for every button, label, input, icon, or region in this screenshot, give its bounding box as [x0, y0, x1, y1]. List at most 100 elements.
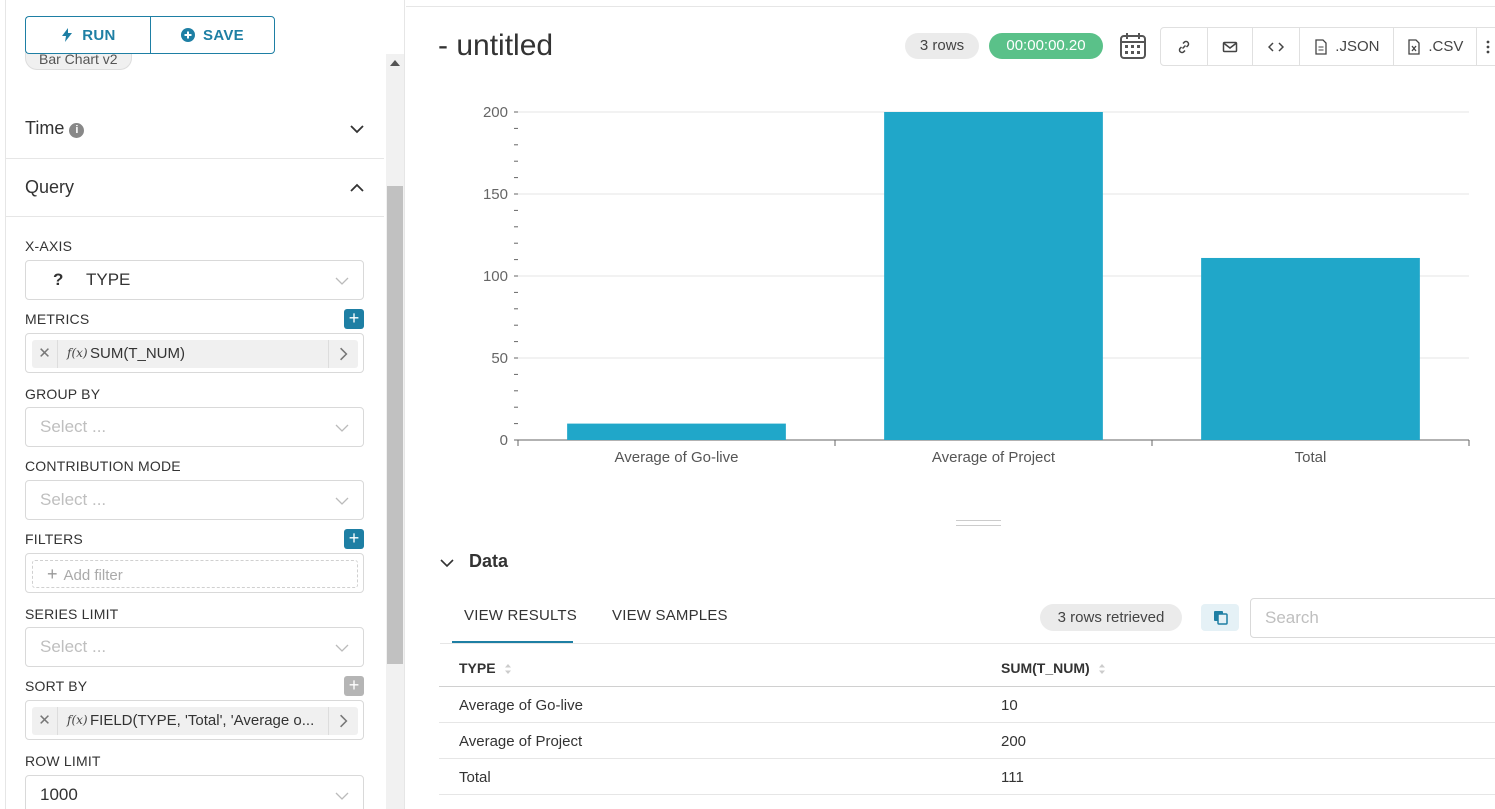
bar	[884, 112, 1103, 440]
row-limit-label: ROW LIMIT	[25, 753, 101, 769]
metrics-label: METRICS	[25, 311, 90, 327]
top-divider	[406, 6, 1495, 7]
row-limit-select[interactable]: 1000	[25, 775, 364, 809]
mail-icon	[1222, 41, 1238, 52]
scroll-up-icon[interactable]	[390, 60, 400, 66]
chevron-down-icon	[335, 792, 349, 800]
more-options-button[interactable]	[1477, 28, 1495, 65]
section-query[interactable]: Query	[6, 159, 384, 217]
table-cell: 10	[1001, 697, 1018, 714]
section-query-title: Query	[25, 177, 75, 197]
link-icon	[1178, 40, 1190, 53]
filters-label: FILTERS	[25, 531, 83, 547]
chevron-down-icon	[335, 497, 349, 505]
control-panel: Bar Chart v2 RUN SAVE Time i Query X-AXIS…	[0, 0, 405, 809]
contribution-label: CONTRIBUTION MODE	[25, 458, 181, 474]
x-tick-label: Average of Project	[932, 449, 1056, 466]
column-header-type[interactable]: TYPE	[459, 660, 512, 676]
plus-circle-icon	[181, 28, 196, 42]
metric-value: SUM(T_NUM)	[90, 345, 185, 362]
resize-handle[interactable]	[956, 520, 1001, 526]
chevron-down-icon	[440, 559, 454, 568]
add-sort-button[interactable]: +	[344, 676, 364, 696]
table-row: Average of Project 200	[439, 723, 1495, 759]
function-icon: f(x)	[67, 346, 88, 360]
tab-view-results[interactable]: VIEW RESULTS	[464, 607, 577, 624]
info-icon[interactable]: i	[69, 123, 85, 138]
data-section-title: Data	[469, 551, 509, 571]
series-limit-label: SERIES LIMIT	[25, 606, 119, 622]
code-icon	[1268, 41, 1285, 52]
csv-label: .CSV	[1428, 38, 1464, 55]
chevron-right-icon[interactable]	[328, 340, 358, 368]
export-csv-button[interactable]: .CSV	[1394, 28, 1478, 65]
chevron-up-icon[interactable]	[350, 181, 364, 195]
x-tick-label: Total	[1295, 449, 1327, 466]
copy-button[interactable]	[1201, 604, 1239, 631]
chevron-down-icon	[335, 644, 349, 652]
query-timer-badge: 00:00:00.20	[989, 33, 1103, 59]
add-filter-plus-button[interactable]: +	[344, 529, 364, 549]
xaxis-select[interactable]: ? TYPE	[25, 260, 364, 300]
add-filter-button[interactable]: + Add filter	[32, 560, 358, 588]
column-header-label: SUM(T_NUM)	[1001, 660, 1090, 676]
groupby-select[interactable]: Select ...	[25, 407, 364, 447]
save-button[interactable]: SAVE	[150, 16, 275, 54]
action-buttons: RUN SAVE	[25, 16, 275, 54]
table-row: Total 111	[439, 759, 1495, 795]
x-tick-label: Average of Go-live	[615, 449, 739, 466]
series-limit-select[interactable]: Select ...	[25, 627, 364, 667]
chart-title[interactable]: - untitled	[438, 29, 554, 62]
more-icon	[1486, 40, 1490, 53]
table-cell: Total	[459, 769, 491, 786]
run-button[interactable]: RUN	[25, 16, 150, 54]
chevron-down-icon	[335, 424, 349, 432]
panel-border	[5, 0, 6, 809]
export-json-button[interactable]: .JSON	[1300, 28, 1394, 65]
remove-sort-icon[interactable]: ✕	[32, 707, 58, 735]
table-header-row: TYPE SUM(T_NUM)	[439, 650, 1495, 687]
run-label: RUN	[82, 26, 116, 44]
copy-icon	[1214, 611, 1228, 625]
sort-value: FIELD(TYPE, 'Total', 'Average o...	[90, 712, 315, 729]
table-cell: 200	[1001, 733, 1027, 750]
metrics-box: ✕ f(x) SUM(T_NUM)	[25, 333, 364, 373]
search-input[interactable]	[1250, 598, 1495, 638]
row-count-badge: 3 rows	[905, 33, 979, 59]
scrollbar-thumb[interactable]	[387, 186, 403, 664]
rows-retrieved-badge: 3 rows retrieved	[1040, 604, 1182, 631]
chevron-down-icon[interactable]	[350, 122, 364, 136]
section-time[interactable]: Time i	[6, 100, 384, 159]
column-header-sum[interactable]: SUM(T_NUM)	[1001, 660, 1106, 676]
sort-icon	[504, 664, 511, 675]
y-tick-label: 50	[491, 350, 508, 367]
bolt-icon	[62, 28, 73, 42]
panel-scrollbar[interactable]	[386, 54, 404, 809]
tab-view-samples[interactable]: VIEW SAMPLES	[612, 607, 728, 624]
time-title-text: Time	[25, 118, 65, 138]
metric-pill[interactable]: ✕ f(x) SUM(T_NUM)	[32, 340, 358, 368]
add-metric-button[interactable]: +	[344, 309, 364, 329]
contribution-placeholder: Select ...	[40, 490, 107, 509]
groupby-placeholder: Select ...	[40, 417, 107, 436]
file-icon	[1315, 38, 1327, 55]
bar	[1201, 257, 1420, 440]
file-excel-icon	[1408, 38, 1420, 55]
results-table: TYPE SUM(T_NUM) Average of Go-live 10 Av…	[439, 650, 1495, 795]
active-tab-indicator	[452, 641, 573, 643]
chevron-right-icon[interactable]	[328, 707, 358, 735]
sort-pill[interactable]: ✕ f(x) FIELD(TYPE, 'Total', 'Average o..…	[32, 707, 358, 735]
embed-code-button[interactable]	[1253, 28, 1301, 65]
sort-icon	[1098, 664, 1105, 675]
y-tick-label: 200	[483, 104, 508, 121]
calendar-icon[interactable]	[1119, 31, 1147, 61]
copy-link-button[interactable]	[1161, 28, 1208, 65]
remove-metric-icon[interactable]: ✕	[32, 340, 58, 368]
email-button[interactable]	[1208, 28, 1254, 65]
bar-chart: 0 50 100 150 200 Average of Go-live Average of…	[483, 104, 1470, 466]
xaxis-label: X-AXIS	[25, 238, 73, 254]
export-toolbar: .JSON .CSV	[1160, 27, 1495, 66]
sortby-label: SORT BY	[25, 678, 88, 694]
contribution-select[interactable]: Select ...	[25, 480, 364, 520]
filters-box: + Add filter	[25, 553, 364, 593]
